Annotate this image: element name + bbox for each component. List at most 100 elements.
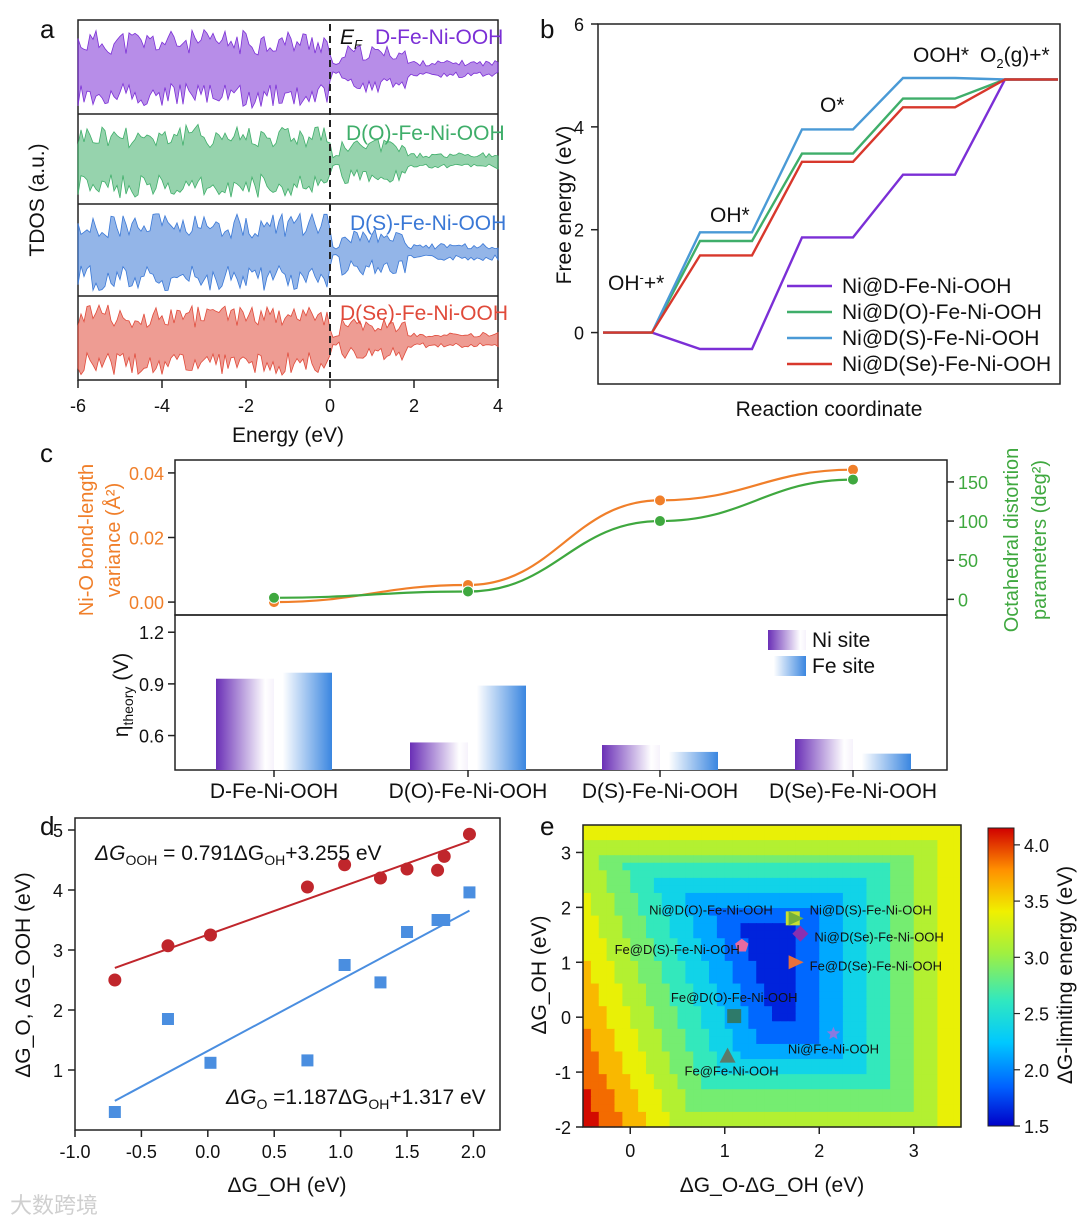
- map-cell: [945, 953, 954, 962]
- map-cell: [653, 870, 663, 879]
- map-cell: [709, 832, 718, 841]
- map-cell: [622, 930, 631, 939]
- map-cell: [606, 840, 616, 849]
- map-cell: [890, 892, 899, 902]
- map-cell: [945, 1006, 954, 1015]
- map-cell: [614, 1096, 623, 1105]
- map-cell: [606, 1096, 616, 1105]
- map-cell: [748, 1081, 757, 1090]
- map-cell: [937, 945, 946, 954]
- map-cell: [583, 1111, 592, 1121]
- map-cell: [606, 1119, 616, 1128]
- map-cell: [866, 1028, 875, 1037]
- map-cell: [882, 1066, 891, 1075]
- map-cell: [724, 877, 734, 886]
- map-cell: [913, 885, 923, 894]
- map-cell: [787, 945, 797, 954]
- map-cell: [929, 870, 938, 879]
- map-cell: [850, 1043, 860, 1053]
- map-cell: [614, 862, 623, 871]
- map-cell: [638, 930, 647, 939]
- map-cell: [835, 900, 844, 909]
- map-cell: [921, 1119, 931, 1128]
- map-cell: [827, 1036, 836, 1045]
- map-cell: [716, 1104, 726, 1113]
- map-cell: [661, 1104, 671, 1113]
- map-cell: [835, 953, 844, 962]
- map-cell: [937, 1006, 946, 1015]
- map-cell: [937, 1051, 946, 1060]
- map-cell: [630, 908, 639, 917]
- map-cell: [929, 892, 938, 902]
- map-cell: [866, 892, 875, 902]
- map-cell: [779, 960, 789, 970]
- map-cell: [653, 976, 663, 985]
- map-cell: [732, 945, 742, 954]
- map-cell: [913, 945, 923, 954]
- map-cell: [937, 923, 946, 932]
- map-cell: [598, 900, 608, 909]
- map-cell: [874, 1096, 883, 1105]
- map-cell: [748, 900, 757, 909]
- map-cell: [701, 945, 710, 954]
- tdos-label-d: D-Fe-Ni-OOH: [375, 26, 503, 49]
- map-cell: [772, 862, 781, 871]
- map-cell: [921, 1096, 931, 1105]
- map-cell: [661, 1096, 671, 1105]
- map-cell: [811, 1021, 820, 1030]
- map-cell: [669, 960, 679, 970]
- map-cell: [937, 1081, 946, 1090]
- map-cell: [866, 908, 875, 917]
- map-cell: [937, 1021, 946, 1030]
- map-cell: [669, 1013, 679, 1022]
- map-cell: [716, 915, 726, 924]
- map-cell: [583, 930, 592, 939]
- map-cell: [874, 1059, 883, 1068]
- map-cell: [630, 870, 639, 879]
- map-cell: [693, 840, 702, 849]
- map-cell: [653, 1043, 663, 1053]
- map-cell: [661, 968, 671, 977]
- map-cell: [937, 1089, 946, 1098]
- map-cell: [716, 1111, 726, 1121]
- map-cell: [913, 1013, 923, 1022]
- map-cell: [669, 991, 679, 1000]
- map-cell: [614, 915, 623, 924]
- map-cell: [890, 1104, 899, 1113]
- map-cell: [748, 930, 757, 939]
- map-cell: [606, 1006, 616, 1015]
- map-cell: [937, 1028, 946, 1037]
- map-cell: [772, 1036, 781, 1045]
- map-cell: [953, 877, 962, 886]
- map-cell: [890, 870, 899, 879]
- map-cell: [638, 1043, 647, 1053]
- map-cell: [669, 968, 679, 977]
- map-cell: [732, 960, 742, 970]
- map-cell: [913, 900, 923, 909]
- map-cell: [646, 1059, 655, 1068]
- map-cell: [638, 1066, 647, 1075]
- map-cell: [842, 1089, 852, 1098]
- map-cell: [685, 1074, 694, 1083]
- map-cell: [827, 908, 836, 917]
- map-cell: [701, 877, 710, 886]
- legend-label-3: Ni@D(Se)-Fe-Ni-OOH: [842, 353, 1051, 376]
- map-cell: [835, 1021, 844, 1030]
- map-cell: [748, 840, 757, 849]
- map-cell: [929, 945, 938, 954]
- map-cell: [921, 892, 931, 902]
- map-cell: [583, 968, 592, 977]
- map-cell: [882, 1074, 891, 1083]
- map-cell: [740, 991, 749, 1000]
- map-cell: [905, 1051, 915, 1060]
- map-point-3: [788, 955, 804, 970]
- map-cell: [716, 1081, 726, 1090]
- map-cell: [921, 960, 931, 970]
- map-cell: [748, 1043, 757, 1053]
- map-cell: [811, 1051, 820, 1060]
- map-cell: [614, 892, 623, 902]
- map-cell: [630, 892, 639, 902]
- map-cell: [937, 847, 946, 856]
- map-cell: [764, 885, 773, 894]
- map-cell: [874, 1051, 883, 1060]
